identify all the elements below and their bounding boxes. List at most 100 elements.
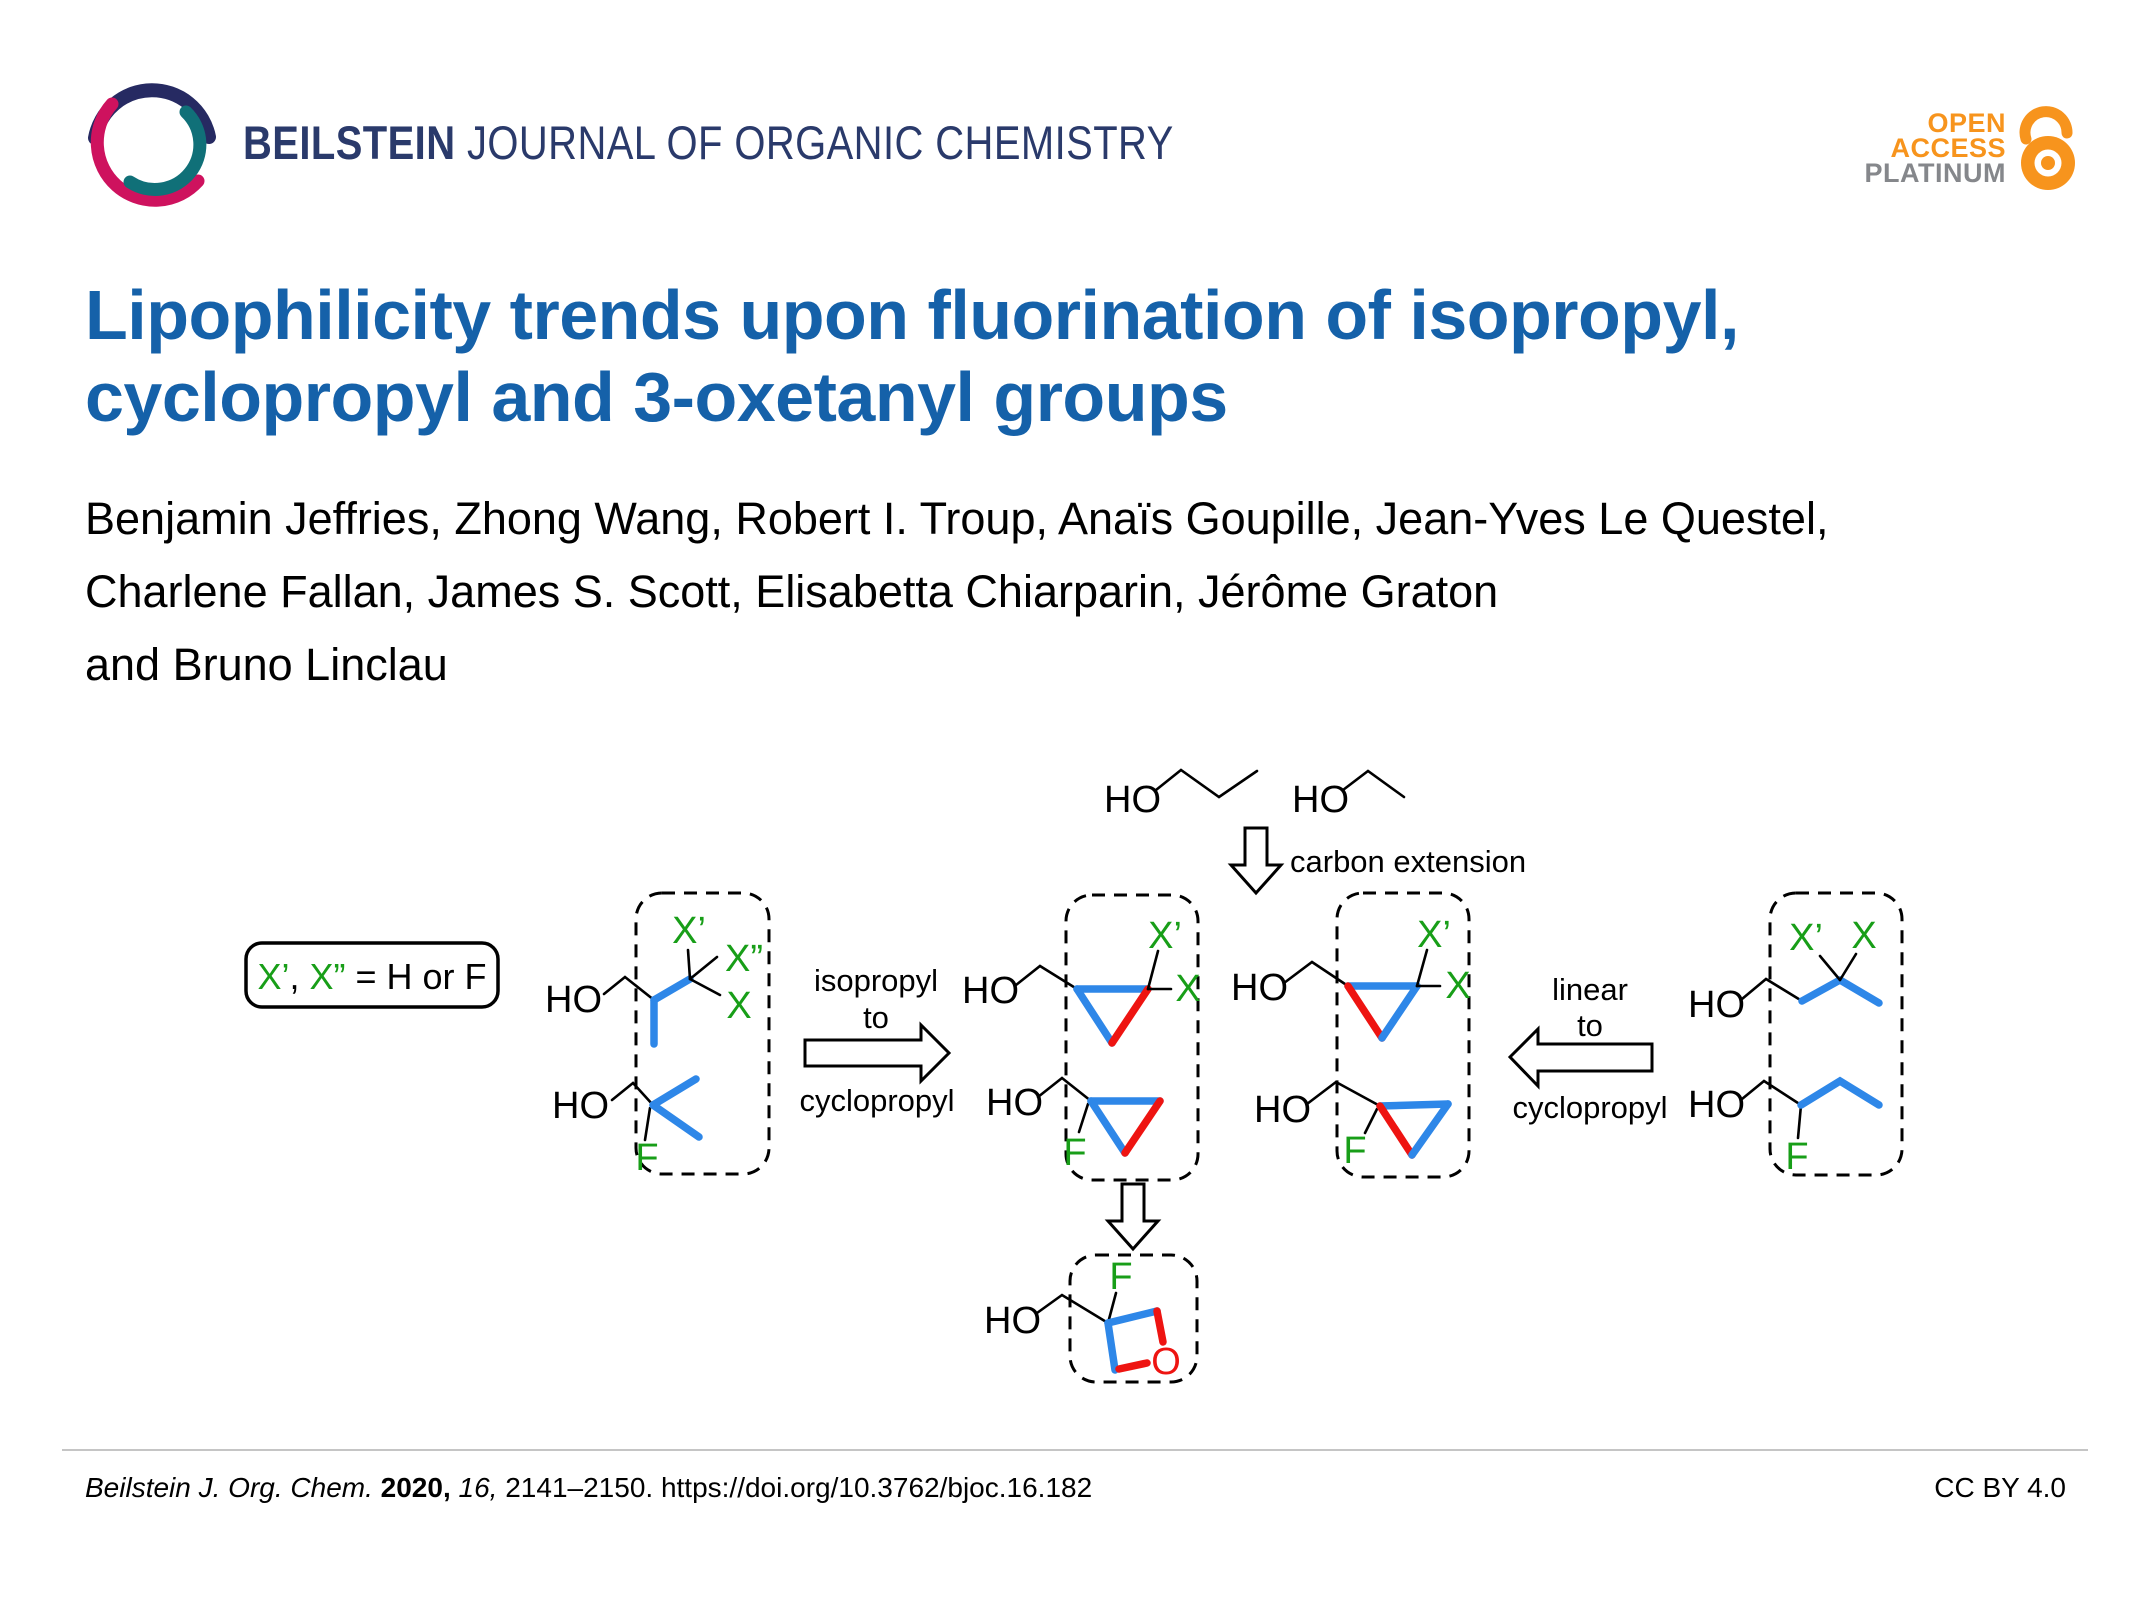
- bond: [1154, 768, 1259, 799]
- hydroxyl-label: HO: [552, 1085, 609, 1127]
- linear-group-box: HO X’ X HO F: [1688, 891, 1904, 1178]
- linear-structure-bottom: HO F: [1688, 1076, 1883, 1178]
- dashed-box: [1768, 891, 1904, 1177]
- footer-divider: [62, 1449, 2088, 1451]
- down-arrow-icon: [1104, 1182, 1162, 1252]
- legend-text: X’, X” = H or F: [257, 956, 486, 997]
- bond: [602, 975, 656, 1002]
- fluorine-label: F: [1109, 1256, 1132, 1298]
- hydroxyl-label: HO: [1688, 1084, 1745, 1126]
- ring-bond: [1376, 1102, 1416, 1159]
- highlight-bond: [649, 1075, 700, 1109]
- highlight-bond: [1836, 976, 1883, 1007]
- fluorine-label: F: [635, 1137, 658, 1179]
- paper-title: Lipophilicity trends upon fluorination o…: [85, 274, 1739, 438]
- highlight-bond: [650, 975, 694, 1004]
- x-label: X: [1445, 965, 1470, 1007]
- open-access-badge: OPEN ACCESS PLATINUM: [1790, 103, 2080, 195]
- journal-name-bold: BEILSTEIN: [243, 116, 456, 169]
- x-prime-label: X’: [672, 910, 706, 952]
- bond: [1415, 948, 1429, 988]
- paper-title-line1: Lipophilicity trends upon fluorination o…: [85, 276, 1739, 354]
- ring-bond: [1104, 1319, 1119, 1374]
- hydroxyl-label: HO: [986, 1082, 1043, 1124]
- logo-teal-swoosh: [123, 105, 207, 196]
- hydroxyl-label: HO: [1292, 779, 1349, 821]
- linear-structure-top: HO X’ X: [1688, 915, 1883, 1026]
- hydroxyl-label: HO: [1104, 779, 1161, 821]
- bond: [1106, 1291, 1118, 1325]
- open-access-text: OPEN ACCESS PLATINUM: [1864, 108, 2006, 195]
- open-access-line1: OPEN: [1927, 108, 2006, 138]
- arrow-label-mid: to: [1577, 1008, 1603, 1043]
- bond: [1036, 1076, 1093, 1103]
- bond: [1035, 1293, 1110, 1325]
- bond: [686, 948, 692, 981]
- authors-line3: and Bruno Linclau: [85, 639, 448, 690]
- arrow-label-top: isopropyl: [814, 963, 938, 998]
- cyclopropyl-group-box-left: HO X’ X HO F: [962, 893, 1201, 1182]
- ring-bond: [1408, 1100, 1452, 1159]
- citation-pages-doi-link[interactable]: 2141–2150. https://doi.org/10.3762/bjoc.…: [505, 1472, 1093, 1503]
- bond: [1818, 954, 1842, 982]
- isopropyl-to-cyclopropyl-arrow: isopropyl to cyclopropyl: [799, 963, 954, 1118]
- ethanol-structure: HO: [1292, 769, 1406, 821]
- carbon-extension-label: carbon extension: [1290, 844, 1526, 879]
- dashed-box: [634, 891, 771, 1176]
- fluoro-oxetane-structure: HO F O: [984, 1256, 1181, 1383]
- down-arrow-icon: [1227, 826, 1285, 896]
- author-list: Benjamin Jeffries, Zhong Wang, Robert I.…: [85, 482, 1828, 701]
- highlight-bond: [1798, 976, 1844, 1005]
- cyclopropyl-group-box-right: HO X’ X HO F: [1231, 891, 1471, 1179]
- dashed-box: [1068, 1253, 1199, 1384]
- x-label: X: [726, 985, 751, 1027]
- ring-bond: [1104, 1307, 1161, 1327]
- bond: [1077, 1102, 1090, 1134]
- legend-box: [244, 941, 500, 1009]
- bond: [688, 955, 719, 981]
- x-double-prime-label: X”: [725, 938, 763, 980]
- bond: [1740, 1079, 1803, 1107]
- lock-keyhole: [2041, 156, 2055, 170]
- left-arrow-icon: [1507, 1025, 1654, 1090]
- highlight-bond: [649, 1101, 703, 1141]
- bond: [1014, 964, 1079, 991]
- bond: [1341, 769, 1406, 799]
- fluorine-label: F: [1343, 1130, 1366, 1172]
- lock-shackle: [2019, 106, 2073, 145]
- highlight-bond: [1797, 1076, 1883, 1109]
- linear-to-cyclopropyl-arrow: linear to cyclopropyl: [1507, 972, 1668, 1125]
- hydroxyl-label: HO: [1254, 1089, 1311, 1131]
- bond: [1838, 952, 1858, 982]
- ring-bond: [1153, 1307, 1167, 1346]
- open-access-line2: ACCESS: [1890, 133, 2006, 163]
- bond: [1740, 977, 1804, 1003]
- citation-journal: Beilstein J. Org. Chem.: [85, 1472, 373, 1503]
- open-access-line3: PLATINUM: [1864, 158, 2006, 188]
- bond: [1305, 1080, 1382, 1108]
- cyclopropane-structure-top: HO X’ X: [1231, 914, 1471, 1042]
- oxetanyl-group-box: HO F O: [984, 1253, 1199, 1384]
- x-prime-label: X’: [1148, 915, 1182, 957]
- arrow-label-bottom: cyclopropyl: [799, 1083, 954, 1118]
- isopropyl-group-box: HO X’ X” X HO F: [545, 891, 771, 1179]
- bond: [1363, 1107, 1379, 1135]
- ring-bond: [1073, 985, 1116, 1047]
- isopropyl-structure-bottom: HO F: [552, 1075, 703, 1179]
- ring-bond: [1108, 985, 1152, 1047]
- ring-bond: [1378, 982, 1421, 1042]
- arrow-label-mid: to: [863, 1000, 889, 1035]
- fluorine-label: F: [1785, 1136, 1808, 1178]
- ring-bond: [1344, 982, 1386, 1042]
- journal-name-rest: JOURNAL OF ORGANIC CHEMISTRY: [467, 116, 1174, 169]
- authors-line2: Charlene Fallan, James S. Scott, Elisabe…: [85, 566, 1499, 617]
- bond: [1796, 1103, 1803, 1140]
- authors-line1: Benjamin Jeffries, Zhong Wang, Robert I.…: [85, 493, 1829, 544]
- isopropyl-structure-top: HO X’ X” X: [545, 910, 763, 1048]
- x-label: X: [1851, 915, 1876, 957]
- logo-magenta-swoosh: [90, 97, 205, 207]
- open-lock-icon: [2019, 106, 2075, 190]
- citation: Beilstein J. Org. Chem. 2020, 16, 2141–2…: [85, 1472, 1092, 1504]
- hydroxyl-label: HO: [984, 1300, 1041, 1342]
